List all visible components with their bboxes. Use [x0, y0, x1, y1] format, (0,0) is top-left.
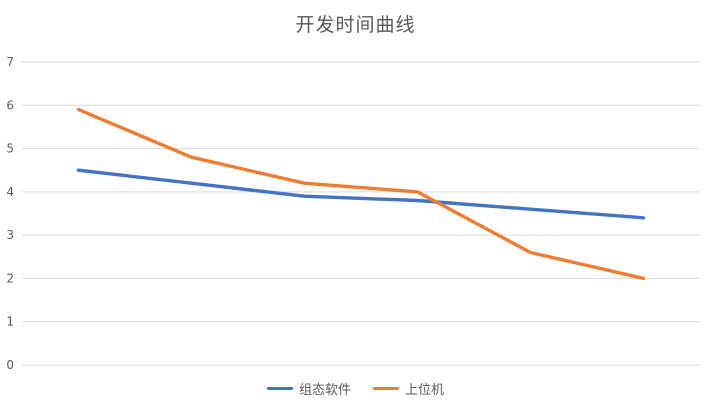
y-axis-tick-label: 5: [6, 142, 14, 156]
legend-label-series-1: 上位机: [405, 383, 445, 398]
legend-item-series-0[interactable]: 组态软件: [266, 379, 351, 398]
y-axis-tick-label: 3: [6, 228, 14, 242]
legend-line-swatch-icon: [373, 387, 399, 390]
y-axis-tick-label: 0: [6, 358, 14, 372]
chart-title: 开发时间曲线: [295, 14, 416, 36]
y-axis-tick-label: 6: [6, 98, 14, 112]
y-axis-tick-label: 4: [6, 185, 14, 199]
legend-item-series-1[interactable]: 上位机: [373, 379, 444, 398]
series-line-0: [76, 168, 646, 220]
chart-legend: 组态软件 上位机: [0, 379, 711, 398]
y-axis-tick-label: 1: [6, 315, 14, 329]
legend-label-series-0: 组态软件: [298, 383, 351, 398]
legend-line-swatch-icon: [266, 387, 293, 390]
y-axis-tick-label: 2: [6, 271, 14, 285]
series-line-1: [76, 107, 646, 281]
y-axis-tick-label: 7: [6, 55, 14, 69]
